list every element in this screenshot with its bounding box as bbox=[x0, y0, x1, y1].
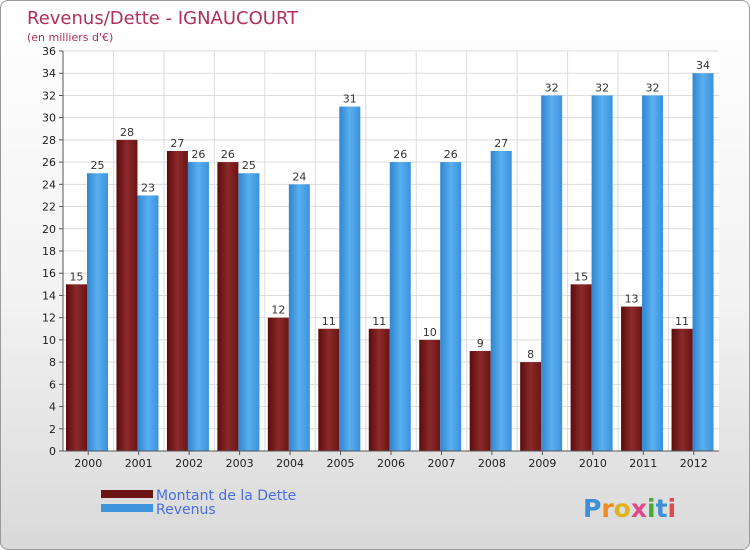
bars: 15 25 28 23 27 26 26 25 12 24 11 31 11 26 10 26 9 27 8 32 15… bbox=[66, 59, 714, 452]
data-label: 11 bbox=[675, 315, 689, 328]
y-tick-label: 20 bbox=[42, 223, 56, 236]
y-tick-label: 28 bbox=[42, 134, 56, 147]
y-tick-label: 32 bbox=[42, 89, 56, 102]
data-label: 23 bbox=[141, 181, 155, 194]
bar-revenus-2006 bbox=[389, 162, 411, 451]
bar-revenus-2011 bbox=[642, 95, 664, 451]
data-label: 11 bbox=[372, 315, 386, 328]
bar-revenus-2001 bbox=[137, 195, 159, 451]
bar-revenus-2007 bbox=[440, 162, 462, 451]
y-tick-label: 4 bbox=[49, 401, 56, 414]
legend-swatch-debt bbox=[101, 490, 153, 498]
chart-title: Revenus/Dette - IGNAUCOURT bbox=[27, 8, 299, 29]
y-tick-label: 8 bbox=[49, 356, 56, 369]
x-tick-label: 2003 bbox=[226, 457, 254, 470]
bar-dette-2001 bbox=[116, 139, 138, 451]
data-label: 32 bbox=[545, 81, 559, 94]
data-label: 25 bbox=[242, 159, 256, 172]
data-label: 8 bbox=[527, 348, 534, 361]
y-tick-label: 34 bbox=[42, 67, 56, 80]
y-tick-label: 0 bbox=[49, 445, 56, 458]
y-tick-label: 36 bbox=[42, 45, 56, 58]
bar-revenus-2012 bbox=[692, 73, 714, 451]
y-tick-label: 24 bbox=[42, 178, 56, 191]
chart-subtitle: (en milliers d'€) bbox=[27, 31, 113, 44]
bar-revenus-2002 bbox=[187, 162, 209, 451]
x-tick-label: 2009 bbox=[528, 457, 556, 470]
data-label: 32 bbox=[595, 81, 609, 94]
data-label: 11 bbox=[322, 315, 336, 328]
data-label: 31 bbox=[343, 93, 357, 106]
legend-label-revenus: Revenus bbox=[156, 502, 216, 518]
data-label: 24 bbox=[292, 170, 306, 183]
bar-dette-2011 bbox=[621, 306, 643, 451]
y-tick-label: 14 bbox=[42, 289, 56, 302]
x-tick-label: 2008 bbox=[478, 457, 506, 470]
x-tick-label: 2011 bbox=[629, 457, 657, 470]
data-label: 26 bbox=[221, 148, 235, 161]
bar-dette-2000 bbox=[66, 284, 87, 451]
x-tick-label: 2000 bbox=[74, 457, 102, 470]
x-tick-label: 2005 bbox=[327, 457, 355, 470]
y-tick-label: 22 bbox=[42, 201, 56, 214]
proxiti-logo: Proxiti bbox=[583, 494, 676, 523]
x-tick-label: 2012 bbox=[680, 457, 708, 470]
bar-revenus-2009 bbox=[541, 95, 563, 451]
bar-revenus-2010 bbox=[591, 95, 613, 451]
data-label: 32 bbox=[646, 81, 660, 94]
data-label: 26 bbox=[191, 148, 205, 161]
y-tick-label: 10 bbox=[42, 334, 56, 347]
x-tick-label: 2002 bbox=[175, 457, 203, 470]
bar-dette-2008 bbox=[469, 351, 491, 451]
data-label: 26 bbox=[444, 148, 458, 161]
bar-dette-2005 bbox=[318, 328, 340, 451]
x-tick-label: 2001 bbox=[125, 457, 153, 470]
bar-dette-2009 bbox=[520, 362, 542, 451]
bar-revenus-2004 bbox=[288, 184, 310, 452]
data-label: 13 bbox=[625, 293, 639, 306]
data-label: 9 bbox=[477, 337, 484, 350]
bar-dette-2010 bbox=[570, 284, 592, 451]
bar-revenus-2000 bbox=[87, 173, 108, 451]
x-tick-label: 2004 bbox=[276, 457, 304, 470]
data-label: 15 bbox=[574, 270, 588, 283]
x-tick-label: 2006 bbox=[377, 457, 405, 470]
y-tick-label: 12 bbox=[42, 312, 56, 325]
y-tick-label: 2 bbox=[49, 423, 56, 436]
y-tick-label: 18 bbox=[42, 245, 56, 258]
y-tick-label: 30 bbox=[42, 112, 56, 125]
data-label: 27 bbox=[170, 137, 184, 150]
data-label: 26 bbox=[393, 148, 407, 161]
bar-dette-2002 bbox=[166, 151, 188, 451]
bar-dette-2006 bbox=[368, 328, 390, 451]
bar-revenus-2008 bbox=[490, 151, 512, 451]
x-tick-label: 2010 bbox=[579, 457, 607, 470]
bar-dette-2012 bbox=[671, 328, 693, 451]
bar-revenus-2003 bbox=[238, 173, 260, 451]
legend: Montant de la Dette Revenus bbox=[101, 488, 296, 518]
legend-swatch-revenus bbox=[101, 504, 153, 512]
data-label: 34 bbox=[696, 59, 710, 72]
bar-dette-2004 bbox=[267, 317, 289, 451]
data-label: 12 bbox=[271, 304, 285, 317]
legend-label-debt: Montant de la Dette bbox=[156, 488, 296, 504]
y-tick-label: 16 bbox=[42, 267, 56, 280]
x-tick-label: 2007 bbox=[427, 457, 455, 470]
bar-dette-2007 bbox=[419, 339, 441, 451]
y-tick-label: 6 bbox=[49, 378, 56, 391]
data-label: 10 bbox=[423, 326, 437, 339]
data-label: 27 bbox=[494, 137, 508, 150]
y-tick-label: 26 bbox=[42, 156, 56, 169]
data-label: 25 bbox=[91, 159, 105, 172]
data-label: 15 bbox=[70, 270, 84, 283]
bar-dette-2003 bbox=[217, 162, 239, 451]
data-label: 28 bbox=[120, 126, 134, 139]
bar-revenus-2005 bbox=[339, 106, 361, 452]
